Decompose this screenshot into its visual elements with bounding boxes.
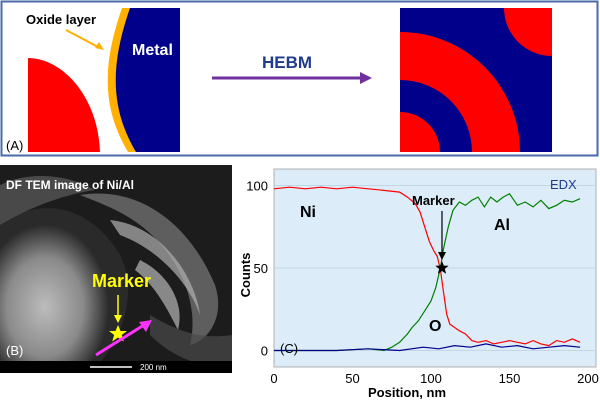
series-line-al (274, 193, 581, 352)
chart-marker-star-icon (435, 261, 449, 274)
x-tick-label: 200 (577, 371, 599, 386)
x-axis-title: Position, nm (368, 385, 446, 400)
series-label-ni: Ni (300, 204, 316, 221)
series-line-o (274, 343, 581, 352)
oxide-layer-label: Oxide layer (26, 12, 96, 27)
chart-ticks: 0 50 100 0 50 100 150 200 (246, 179, 599, 387)
milled-result-square (400, 8, 552, 152)
red-metal-quarter (28, 58, 100, 152)
oxide-arrow-head (95, 42, 104, 50)
y-tick-label: 0 (261, 344, 268, 359)
y-axis-title: Counts (238, 253, 253, 298)
panel-a-label: (A) (6, 138, 23, 153)
panel-c-label: (C) (280, 341, 298, 356)
y-tick-label: 100 (246, 179, 268, 194)
panel-b-tem-image: DF TEM image of Ni/Al Marker (B) 200 nm (0, 165, 232, 373)
x-tick-label: 0 (270, 371, 277, 386)
y-tick-label: 50 (254, 261, 268, 276)
panel-c-edx-chart: 0 50 100 0 50 100 150 200 EDX (C) Counts Positi… (238, 168, 599, 400)
tem-marker-label: Marker (92, 271, 151, 291)
x-tick-label: 50 (345, 371, 359, 386)
chart-series (273, 186, 581, 352)
oxide-arrow (65, 29, 101, 49)
tem-marker-arrow-head (114, 315, 122, 323)
metal-label: Metal (132, 42, 173, 59)
panel-a-schematic: Oxide layer Metal (A) HEBM (0, 0, 599, 157)
tem-scan-arrow-head (139, 320, 152, 332)
chart-marker-label: Marker (412, 193, 455, 208)
x-tick-label: 100 (420, 371, 442, 386)
chart-series-labels: Ni Al O (300, 204, 510, 335)
series-label-o: O (429, 318, 441, 335)
tem-scan-arrow (95, 323, 145, 357)
tem-title: DF TEM image of Ni/Al (6, 178, 134, 192)
series-line-ni (273, 186, 581, 347)
panel-b-label: (B) (6, 343, 23, 358)
x-tick-label: 150 (499, 371, 521, 386)
series-label-al: Al (494, 217, 510, 234)
hebm-arrow-head (360, 72, 372, 84)
scale-bar-label: 200 nm (140, 363, 167, 372)
chart-marker-arrow-head (437, 252, 446, 260)
edx-label: EDX (550, 177, 577, 192)
hebm-label: HEBM (262, 53, 312, 72)
